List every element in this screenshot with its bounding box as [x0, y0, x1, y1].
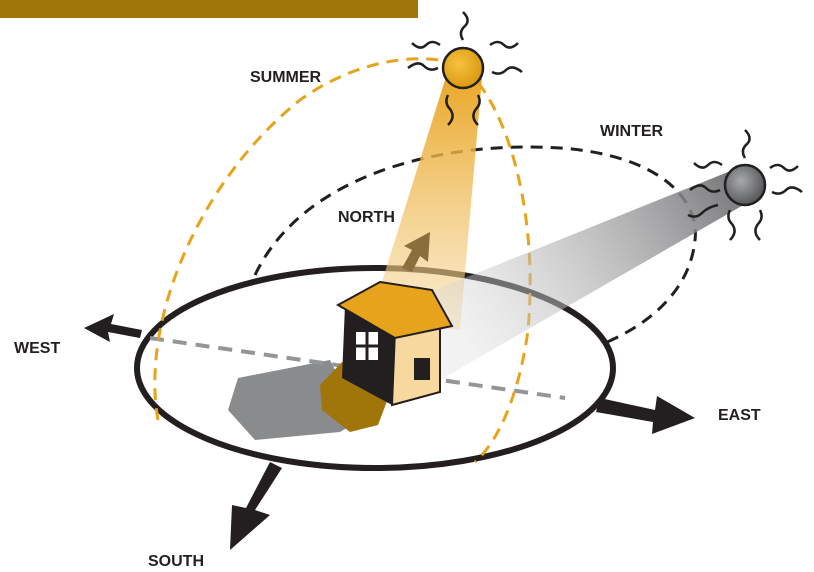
east-label: EAST: [718, 407, 761, 424]
page: SUMMER WINTER NORTH WEST EAST SOUTH (() …: [0, 0, 814, 572]
south-arrow: [230, 462, 282, 550]
south-label: SOUTH: [148, 553, 204, 570]
west-label: WEST: [14, 340, 60, 357]
north-label: NORTH: [338, 209, 395, 226]
sun-path-diagram: SUMMER WINTER NORTH WEST EAST SOUTH: [0, 0, 814, 572]
winter-sun: [725, 165, 765, 205]
summer-label: SUMMER: [250, 69, 322, 86]
summer-sun: [443, 48, 483, 88]
winter-label: WINTER: [600, 123, 664, 140]
header-bar: [0, 0, 418, 18]
east-arrow: [596, 396, 695, 434]
house-door: [414, 358, 430, 380]
west-arrow: [84, 314, 142, 342]
